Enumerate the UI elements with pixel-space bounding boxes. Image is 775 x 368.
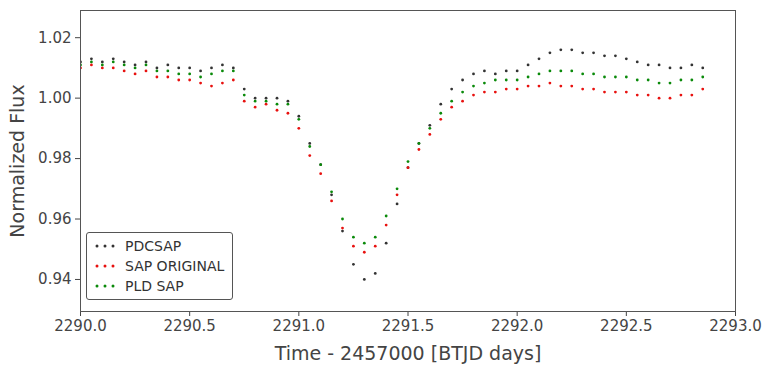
svg-text:1.00: 1.00 — [38, 89, 71, 107]
svg-text:Time - 2457000 [BTJD days]: Time - 2457000 [BTJD days] — [274, 342, 542, 364]
svg-text:2292.5: 2292.5 — [600, 317, 653, 335]
svg-text:2293.0: 2293.0 — [709, 317, 762, 335]
svg-text:2290.0: 2290.0 — [54, 317, 107, 335]
svg-text:2292.0: 2292.0 — [491, 317, 544, 335]
svg-text:0.96: 0.96 — [38, 210, 71, 228]
svg-text:2291.5: 2291.5 — [382, 317, 435, 335]
svg-text:1.02: 1.02 — [38, 28, 71, 46]
svg-text:Normalized Flux: Normalized Flux — [6, 84, 28, 237]
svg-text:0.98: 0.98 — [38, 149, 71, 167]
svg-text:2290.5: 2290.5 — [163, 317, 216, 335]
svg-text:2291.0: 2291.0 — [273, 317, 326, 335]
svg-text:0.94: 0.94 — [38, 270, 71, 288]
html-text:PDCSAP: PDCSAP — [125, 238, 182, 254]
html-text:PLD SAP: PLD SAP — [125, 278, 184, 294]
html-text:SAP ORIGINAL: SAP ORIGINAL — [125, 258, 225, 274]
